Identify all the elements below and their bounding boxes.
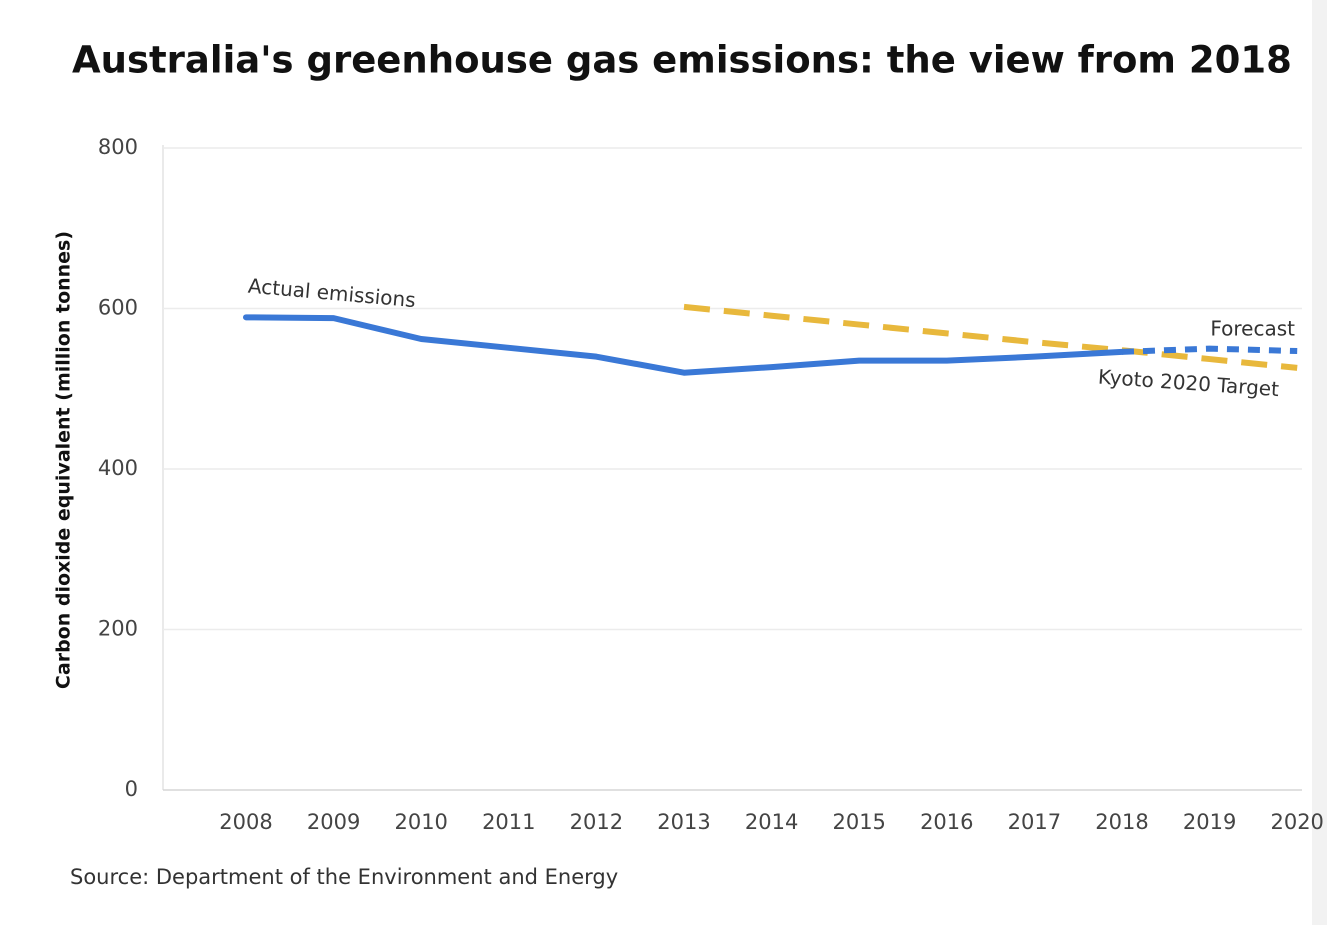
y-axis-label: Carbon dioxide equivalent (million tonne… bbox=[53, 231, 75, 689]
x-tick-label: 2008 bbox=[219, 810, 272, 834]
x-tick-label: 2011 bbox=[482, 810, 535, 834]
x-tick-label: 2018 bbox=[1095, 810, 1148, 834]
y-tick-label: 200 bbox=[98, 617, 138, 641]
series-line bbox=[243, 314, 1125, 376]
x-tick-label: 2019 bbox=[1183, 810, 1236, 834]
x-tick-label: 2012 bbox=[570, 810, 623, 834]
chart-title: Australia's greenhouse gas emissions: th… bbox=[72, 39, 1292, 82]
series-line bbox=[1121, 345, 1298, 355]
source-note: Source: Department of the Environment an… bbox=[70, 865, 618, 889]
x-tick-label: 2010 bbox=[394, 810, 447, 834]
series-line bbox=[683, 303, 1298, 371]
x-tick-label: 2020 bbox=[1270, 810, 1323, 834]
y-tick-label: 0 bbox=[125, 777, 138, 801]
series-label: Forecast bbox=[1210, 317, 1295, 341]
x-tick-label: 2009 bbox=[307, 810, 360, 834]
x-tick-label: 2017 bbox=[1008, 810, 1061, 834]
x-tick-label: 2013 bbox=[657, 810, 710, 834]
series-label: Kyoto 2020 Target bbox=[1097, 365, 1280, 402]
x-tick-label: 2014 bbox=[745, 810, 798, 834]
edge-shadow bbox=[1312, 0, 1327, 925]
x-tick-label: 2016 bbox=[920, 810, 973, 834]
y-tick-label: 800 bbox=[98, 135, 138, 159]
y-tick-label: 600 bbox=[98, 296, 138, 320]
series-label: Actual emissions bbox=[247, 274, 417, 313]
y-tick-label: 400 bbox=[98, 456, 138, 480]
x-tick-label: 2015 bbox=[832, 810, 885, 834]
